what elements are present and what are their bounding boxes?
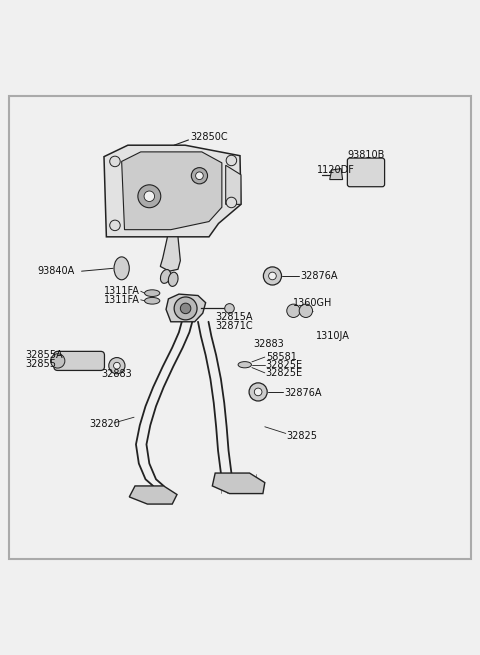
- Text: 93840A: 93840A: [37, 266, 74, 276]
- Circle shape: [192, 168, 207, 184]
- Circle shape: [225, 304, 234, 313]
- Text: 32876A: 32876A: [300, 271, 337, 281]
- Circle shape: [226, 197, 237, 208]
- Text: 32871C: 32871C: [215, 320, 253, 331]
- Circle shape: [114, 362, 120, 369]
- Circle shape: [138, 185, 161, 208]
- Circle shape: [299, 304, 312, 318]
- Circle shape: [287, 304, 300, 318]
- Circle shape: [50, 354, 65, 368]
- Ellipse shape: [238, 362, 252, 368]
- Text: 32815A: 32815A: [215, 312, 252, 322]
- Text: 1311FA: 1311FA: [104, 286, 140, 296]
- Circle shape: [226, 155, 237, 166]
- Circle shape: [110, 220, 120, 231]
- Circle shape: [110, 156, 120, 166]
- Circle shape: [109, 358, 125, 374]
- Ellipse shape: [160, 269, 171, 284]
- Text: 1311FA: 1311FA: [104, 295, 140, 305]
- Text: 58581: 58581: [266, 352, 297, 362]
- Polygon shape: [166, 294, 205, 322]
- Text: 32855: 32855: [25, 359, 56, 369]
- Text: 93810B: 93810B: [348, 150, 384, 160]
- Circle shape: [144, 191, 155, 202]
- Text: 32850C: 32850C: [190, 132, 228, 141]
- Circle shape: [174, 297, 197, 320]
- Circle shape: [264, 267, 281, 285]
- Ellipse shape: [144, 297, 160, 304]
- Circle shape: [196, 172, 203, 179]
- Circle shape: [254, 388, 262, 396]
- Ellipse shape: [144, 290, 160, 297]
- Ellipse shape: [168, 272, 178, 286]
- Polygon shape: [212, 473, 265, 494]
- Polygon shape: [104, 145, 241, 237]
- Text: 1360GH: 1360GH: [292, 297, 332, 308]
- FancyBboxPatch shape: [348, 158, 384, 187]
- Ellipse shape: [114, 257, 129, 280]
- FancyBboxPatch shape: [54, 351, 105, 371]
- Text: 32825E: 32825E: [266, 368, 303, 379]
- Text: 32883: 32883: [253, 339, 284, 349]
- Circle shape: [249, 383, 267, 401]
- Text: 32883: 32883: [102, 369, 132, 379]
- Circle shape: [180, 303, 191, 314]
- Polygon shape: [129, 486, 177, 504]
- Text: 32825: 32825: [287, 431, 318, 441]
- Text: 32876A: 32876A: [284, 388, 322, 398]
- Text: 32855A: 32855A: [25, 350, 63, 360]
- Text: 32825E: 32825E: [266, 360, 303, 370]
- Polygon shape: [330, 168, 343, 179]
- Polygon shape: [226, 165, 241, 204]
- Circle shape: [269, 272, 276, 280]
- Polygon shape: [121, 152, 222, 230]
- Polygon shape: [160, 237, 180, 271]
- Text: 32820: 32820: [90, 419, 120, 429]
- Text: 1310JA: 1310JA: [316, 331, 350, 341]
- Text: 1120DF: 1120DF: [316, 165, 354, 175]
